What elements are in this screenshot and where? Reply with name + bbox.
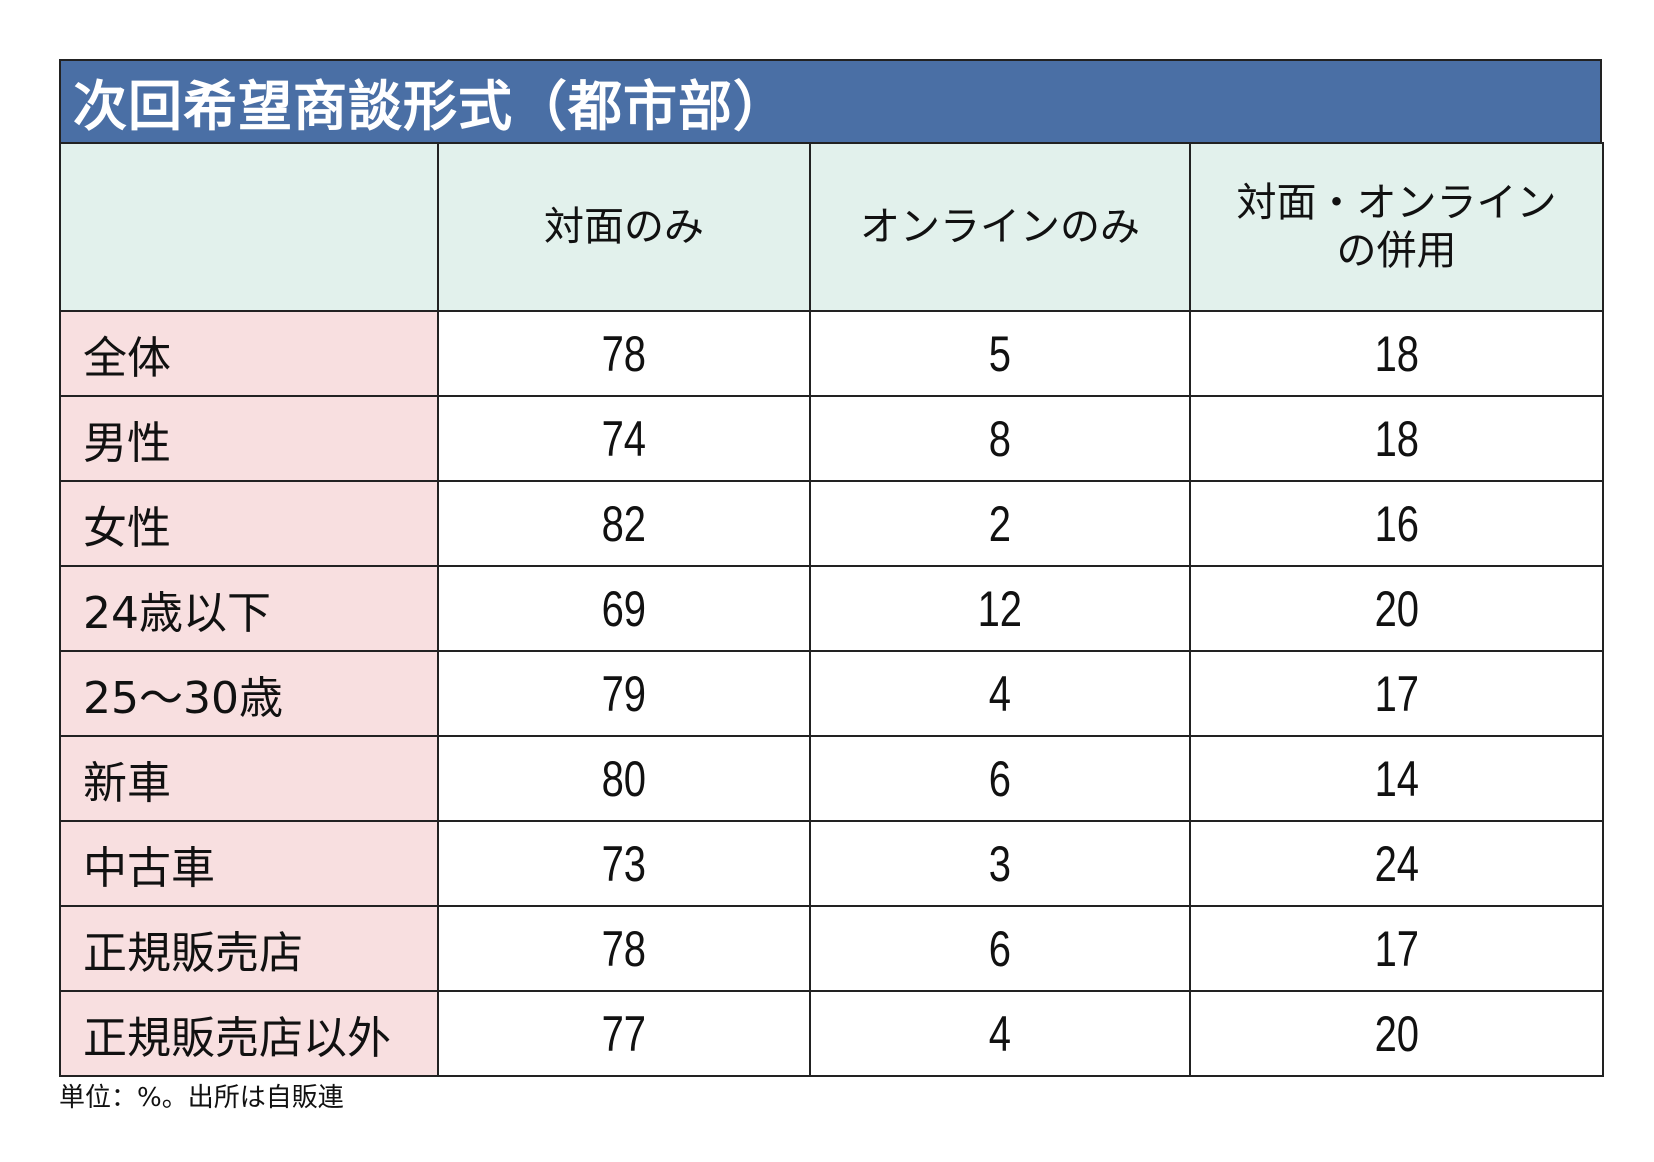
table-row: 正規販売店 78 6 17 [59,905,1604,992]
value-in-person: 78 [437,905,811,992]
header-combined-line1: 対面・オンライン [1236,180,1557,226]
value-combined: 17 [1189,650,1604,737]
value-combined: 24 [1189,820,1604,907]
table-title: 次回希望商談形式（都市部） [59,59,1602,142]
row-label: 25～30歳 [59,650,439,737]
value-combined: 20 [1189,990,1604,1077]
row-label: 全体 [59,310,439,397]
table-row: 25～30歳 79 4 17 [59,650,1604,737]
table-row: 新車 80 6 14 [59,735,1604,822]
value-in-person: 78 [437,310,811,397]
value-in-person: 79 [437,650,811,737]
results-table-container: 次回希望商談形式（都市部） 対面のみ オンラインのみ 対面・オンライン の併用 … [59,59,1604,1077]
table-row: 24歳以下 69 12 20 [59,565,1604,652]
header-combined: 対面・オンライン の併用 [1189,142,1604,312]
row-label: 正規販売店 [59,905,439,992]
header-combined-line2: の併用 [1336,228,1457,274]
row-label: 正規販売店以外 [59,990,439,1077]
table-row: 中古車 73 3 24 [59,820,1604,907]
row-label: 中古車 [59,820,439,907]
value-online: 5 [809,310,1191,397]
header-in-person-only: 対面のみ [437,142,811,312]
row-label: 女性 [59,480,439,567]
row-label: 男性 [59,395,439,482]
value-combined: 14 [1189,735,1604,822]
header-row: 対面のみ オンラインのみ 対面・オンライン の併用 [59,142,1604,312]
row-label: 新車 [59,735,439,822]
value-in-person: 74 [437,395,811,482]
value-online: 4 [809,990,1191,1077]
table-row: 男性 74 8 18 [59,395,1604,482]
value-in-person: 82 [437,480,811,567]
value-online: 2 [809,480,1191,567]
value-in-person: 69 [437,565,811,652]
value-online: 12 [809,565,1191,652]
results-table: 対面のみ オンラインのみ 対面・オンライン の併用 全体 78 5 18 男性 … [59,142,1604,1077]
value-online: 4 [809,650,1191,737]
value-online: 8 [809,395,1191,482]
table-row: 正規販売店以外 77 4 20 [59,990,1604,1077]
value-in-person: 80 [437,735,811,822]
footnote-source: 単位：%。出所は自販連 [59,1083,344,1113]
value-online: 6 [809,905,1191,992]
value-combined: 17 [1189,905,1604,992]
value-in-person: 77 [437,990,811,1077]
value-combined: 16 [1189,480,1604,567]
value-combined: 18 [1189,395,1604,482]
table-row: 女性 82 2 16 [59,480,1604,567]
value-online: 3 [809,820,1191,907]
table-row: 全体 78 5 18 [59,310,1604,397]
header-empty-cell [59,142,439,312]
value-online: 6 [809,735,1191,822]
value-combined: 20 [1189,565,1604,652]
value-combined: 18 [1189,310,1604,397]
header-online-only: オンラインのみ [809,142,1191,312]
value-in-person: 73 [437,820,811,907]
row-label: 24歳以下 [59,565,439,652]
